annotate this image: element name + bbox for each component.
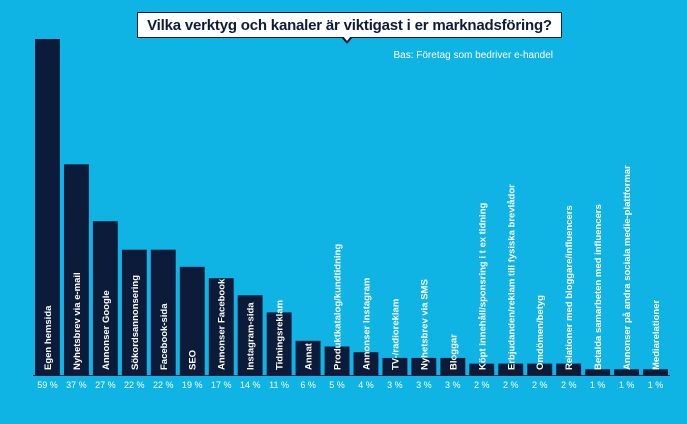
bar — [295, 340, 321, 375]
bar — [179, 266, 205, 375]
value-label: 17 % — [211, 380, 232, 390]
bar — [237, 295, 263, 375]
category-label: Facebook-sida — [159, 303, 170, 370]
bar — [411, 357, 437, 375]
bar — [64, 164, 89, 375]
category-label: Annonser Instagram — [362, 278, 373, 370]
value-label: 2 % — [561, 380, 577, 390]
value-label: 3 % — [416, 380, 432, 390]
bar — [643, 369, 668, 375]
category-label: Omdömen/betyg — [535, 295, 546, 370]
category-label: Erbjudanden/reklam till fysiska brevlådo… — [506, 184, 517, 370]
category-label: Relationer med bloggare/influencers — [564, 205, 575, 370]
value-label: 19 % — [182, 380, 203, 390]
value-label: 3 % — [387, 380, 403, 390]
category-label: Produktkatalog/kundtidning — [333, 244, 344, 370]
category-label: Egen hemsida — [43, 305, 54, 370]
bar — [208, 278, 234, 375]
category-label: Instagram-sida — [246, 302, 257, 370]
value-label: 3 % — [445, 380, 461, 390]
bar — [498, 363, 524, 375]
category-label: SEO — [188, 350, 199, 370]
value-label: 4 % — [358, 380, 374, 390]
category-label: Nyhetsbrev via SMS — [419, 279, 430, 370]
value-label: 6 % — [300, 380, 316, 390]
category-label: Annonser på andra sociala medie-plattfor… — [622, 165, 633, 370]
chart-subtitle: Bas: Företag som bedriver e-handel — [393, 50, 553, 61]
value-label: 2 % — [503, 380, 519, 390]
bar — [92, 221, 118, 375]
value-label: 1 % — [619, 380, 635, 390]
value-label: 1 % — [648, 380, 664, 390]
value-label: 5 % — [329, 380, 345, 390]
category-label: Nyhetsbrev via e-mail — [72, 272, 83, 370]
category-label: TV-/radioreklam — [390, 299, 401, 370]
bar — [556, 363, 582, 375]
category-label: Bloggar — [448, 334, 459, 370]
category-label: Annat — [304, 342, 315, 370]
category-label: Annonser Facebook — [217, 278, 228, 370]
value-label: 1 % — [590, 380, 606, 390]
chart-title: Vilka verktyg och kanaler är viktigast i… — [137, 12, 562, 38]
bar — [382, 357, 408, 375]
value-label: 11 % — [269, 380, 289, 390]
value-label: 37 % — [66, 380, 87, 390]
value-label: 59 % — [37, 380, 58, 390]
bar — [35, 39, 60, 375]
bar — [440, 357, 466, 375]
category-label: Annonser Google — [101, 290, 112, 370]
category-label: Sökordsannonsering — [130, 275, 141, 370]
value-label: 22 % — [124, 380, 145, 390]
category-label: Köpt innehåll/sponsring i t ex tidning — [477, 203, 488, 371]
category-label: Betalda samarbeten med influencers — [593, 204, 604, 370]
bar — [266, 312, 292, 375]
bar — [121, 249, 147, 375]
bar — [585, 369, 611, 375]
bar — [469, 363, 495, 375]
value-label: 14 % — [240, 380, 261, 390]
bar — [527, 363, 553, 375]
value-label: 27 % — [95, 380, 116, 390]
bar — [353, 352, 379, 375]
bar — [324, 346, 350, 375]
category-label: Tidningsreklam — [275, 300, 286, 370]
bar — [150, 249, 176, 375]
value-label: 2 % — [532, 380, 548, 390]
value-label: 22 % — [153, 380, 174, 390]
value-label: 2 % — [474, 380, 490, 390]
title-pointer — [341, 36, 353, 44]
bar — [614, 369, 639, 375]
category-label: Mediarelationer — [651, 299, 662, 370]
